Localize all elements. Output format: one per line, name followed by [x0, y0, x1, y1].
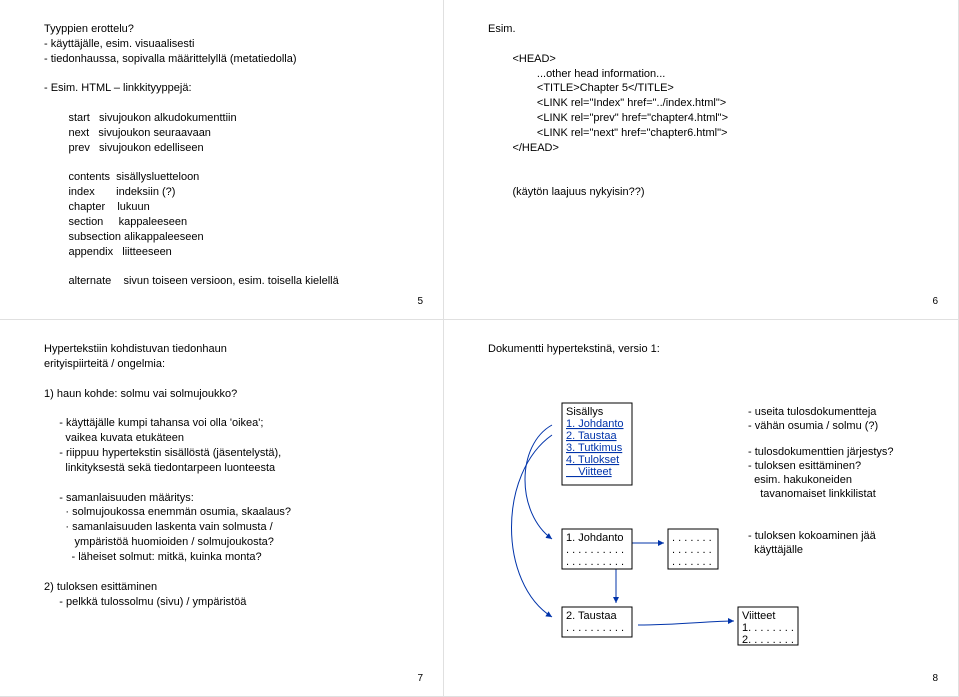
slide8-title: Dokumentti hypertekstinä, versio 1:: [488, 342, 928, 357]
page-num-7: 7: [417, 673, 423, 684]
text-line: Tyyppien erottelu?: [44, 22, 413, 37]
text-line: [44, 67, 413, 82]
text-line: - riippuu hypertekstin sisällöstä (jäsen…: [44, 446, 413, 461]
text-line: start sivujoukon alkudokumenttiin: [44, 111, 413, 126]
text-line: [44, 565, 413, 580]
box-text: 2. Taustaa: [566, 430, 617, 442]
text-line: - tiedonhaussa, sopivalla määrittelyllä …: [44, 52, 413, 67]
text-line: linkityksestä sekä tiedontarpeen luontee…: [44, 461, 413, 476]
text-line: <LINK rel="prev" href="chapter4.html">: [488, 111, 928, 126]
text-line: - Esim. HTML – linkkityyppejä:: [44, 81, 413, 96]
page-num-8: 8: [932, 673, 938, 684]
flow-arrow: [512, 435, 553, 617]
text-line: [44, 372, 413, 387]
box-text: 2. . . . . . . .: [742, 634, 794, 646]
text-line: appendix liitteeseen: [44, 245, 413, 260]
text-line: Hypertekstiin kohdistuvan tiedonhaun: [44, 342, 413, 357]
page-num-5: 5: [417, 296, 423, 307]
box-text: Sisällys: [566, 406, 604, 418]
text-line: [488, 37, 928, 52]
box-text: Viitteet: [742, 610, 775, 622]
annotation-text: - vähän osumia / solmu (?): [748, 420, 878, 432]
page-num-6: 6: [932, 296, 938, 307]
text-line: [44, 96, 413, 111]
annotation-text: - tulosdokumenttien järjestys?: [748, 446, 894, 458]
text-line: ympäristöä huomioiden / solmujoukosta?: [44, 535, 413, 550]
slide-8: Dokumentti hypertekstinä, versio 1: Sisäl…: [444, 320, 959, 697]
diagram: Sisällys1. Johdanto2. Taustaa3. Tutkimus…: [488, 363, 928, 663]
slide-5: Tyyppien erottelu?- käyttäjälle, esim. v…: [0, 0, 444, 320]
box-text: . . . . . . .: [672, 556, 712, 568]
box-text: 1. Johdanto: [566, 532, 624, 544]
box-text: 4. Tulokset: [566, 454, 619, 466]
text-line: contents sisällysluetteloon: [44, 170, 413, 185]
text-line: alternate sivun toiseen versioon, esim. …: [44, 274, 413, 289]
text-line: 1) haun kohde: solmu vai solmujoukko?: [44, 387, 413, 402]
text-line: [488, 170, 928, 185]
text-line: next sivujoukon seuraavaan: [44, 126, 413, 141]
box-text: Viitteet: [566, 466, 612, 478]
box-text: . . . . . . . . . .: [566, 622, 624, 634]
box-text: 1. . . . . . . .: [742, 622, 794, 634]
text-line: index indeksiin (?): [44, 185, 413, 200]
text-line: chapter lukuun: [44, 200, 413, 215]
box-text: 2. Taustaa: [566, 610, 617, 622]
text-line: - käyttäjälle kumpi tahansa voi olla 'oi…: [44, 416, 413, 431]
box-text: . . . . . . . . . .: [566, 556, 624, 568]
slide-7: Hypertekstiin kohdistuvan tiedonhaunerit…: [0, 320, 444, 697]
annotation-text: tavanomaiset linkkilistat: [748, 488, 876, 500]
text-line: </HEAD>: [488, 141, 928, 156]
text-line: <LINK rel="Index" href="../index.html">: [488, 96, 928, 111]
text-line: <LINK rel="next" href="chapter6.html">: [488, 126, 928, 141]
text-line: - pelkkä tulossolmu (sivu) / ympäristöä: [44, 595, 413, 610]
text-line: subsection alikappaleeseen: [44, 230, 413, 245]
box-text: . . . . . . . . . .: [566, 544, 624, 556]
text-line: - läheiset solmut: mitkä, kuinka monta?: [44, 550, 413, 565]
text-line: (käytön laajuus nykyisin??): [488, 185, 928, 200]
text-line: 2) tuloksen esittäminen: [44, 580, 413, 595]
text-line: [488, 156, 928, 171]
text-line: · solmujoukossa enemmän osumia, skaalaus…: [44, 505, 413, 520]
box-text: 3. Tutkimus: [566, 442, 623, 454]
text-line: [44, 476, 413, 491]
text-line: ...other head information...: [488, 67, 928, 82]
text-line: [44, 156, 413, 171]
annotation-text: - tuloksen kokoaminen jää: [748, 530, 877, 542]
slide-6: Esim. <HEAD> ...other head information..…: [444, 0, 959, 320]
box-text: . . . . . . .: [672, 544, 712, 556]
annotation-text: käyttäjälle: [748, 544, 803, 556]
flow-arrow: [525, 425, 552, 539]
text-line: erityispiirteitä / ongelmia:: [44, 357, 413, 372]
text-line: vaikea kuvata etukäteen: [44, 431, 413, 446]
box-text: 1. Johdanto: [566, 418, 624, 430]
text-line: · samanlaisuuden laskenta vain solmusta …: [44, 520, 413, 535]
text-line: [44, 260, 413, 275]
text-line: section kappaleeseen: [44, 215, 413, 230]
text-line: [44, 402, 413, 417]
text-line: - samanlaisuuden määritys:: [44, 491, 413, 506]
box-text: . . . . . . .: [672, 532, 712, 544]
text-line: Esim.: [488, 22, 928, 37]
text-line: <HEAD>: [488, 52, 928, 67]
annotation-text: - useita tulosdokumentteja: [748, 406, 877, 418]
text-line: <TITLE>Chapter 5</TITLE>: [488, 81, 928, 96]
text-line: prev sivujoukon edelliseen: [44, 141, 413, 156]
annotation-text: - tuloksen esittäminen?: [748, 460, 861, 472]
text-line: - käyttäjälle, esim. visuaalisesti: [44, 37, 413, 52]
annotation-text: esim. hakukoneiden: [748, 474, 852, 486]
flow-arrow: [638, 621, 734, 625]
